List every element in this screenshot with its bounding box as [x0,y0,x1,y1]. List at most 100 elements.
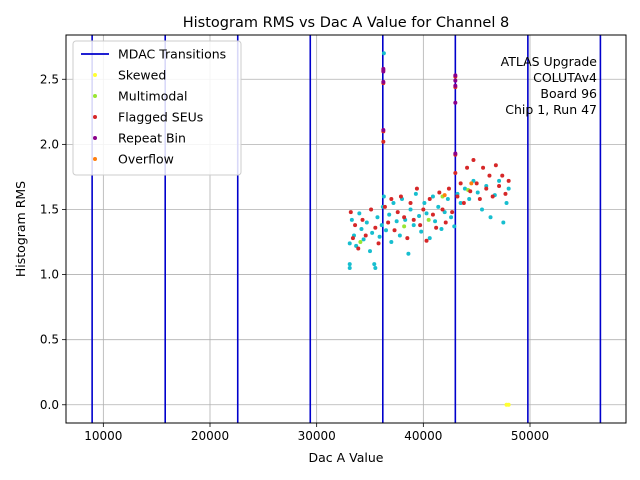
data-point [453,73,458,78]
data-point [427,197,432,202]
data-point [427,236,432,241]
x-tick-label: 50000 [511,429,549,443]
legend-entry: MDAC Transitions [81,47,226,62]
legend-label: Multimodal [118,89,187,104]
data-point [453,100,458,105]
data-point [474,181,479,186]
data-point [395,210,400,215]
data-point [458,181,463,186]
legend: MDAC Transitions Skewed Multimodal Flagged … [72,40,242,176]
data-point [433,219,438,224]
data-point [353,223,358,228]
data-point [381,51,386,56]
data-point [462,186,467,191]
data-point [450,210,455,215]
legend-label: MDAC Transitions [118,47,226,62]
data-point [487,173,492,178]
data-point [370,230,375,235]
data-point [381,194,386,199]
data-point [417,213,422,218]
data-point [348,210,353,215]
y-tick-label: 1.0 [40,268,59,282]
legend-label: Overflow [118,152,174,167]
data-point [490,194,495,199]
data-point [360,217,365,222]
series-multimodal [358,187,471,245]
legend-dot-swatch [93,157,97,161]
data-point [357,211,362,216]
legend-label: Skewed [118,68,166,83]
data-point [373,266,378,271]
legend-frame [72,40,242,176]
data-point [430,194,435,199]
y-tick-label: 0.5 [40,333,59,347]
data-point [500,173,505,178]
data-point [471,157,476,162]
data-point [477,197,482,202]
data-point [389,197,394,202]
data-point [406,251,411,256]
data-point [421,207,426,212]
data-point [430,212,435,217]
data-point [458,200,463,205]
data-point [372,262,377,267]
data-point [377,234,382,239]
annotation-line-2: COLUTAv4 [533,70,597,85]
series-overflow [442,181,474,198]
data-point [394,219,399,224]
y-axis-ticks: 0.0 0.5 1.0 1.5 2.0 2.5 [40,72,66,412]
legend-dot-swatch [93,136,97,140]
data-point [445,197,450,202]
legend-label: Repeat Bin [118,131,186,146]
data-point [506,178,511,183]
data-point [369,207,374,212]
data-point [364,220,369,225]
data-point [426,217,431,222]
data-point [414,186,419,191]
x-tick-label: 10000 [84,429,122,443]
data-point [411,217,416,222]
data-point [446,186,451,191]
data-point [437,190,442,195]
plot-frame [65,34,627,424]
data-point [375,215,380,220]
data-point [497,178,502,183]
data-point [504,200,509,205]
data-point [484,186,489,191]
data-point [488,215,493,220]
data-point [506,186,511,191]
data-point [368,249,372,254]
annotation-line-1: ATLAS Upgrade [501,54,598,69]
data-point [373,225,378,230]
data-point [434,225,439,230]
data-point [398,194,403,199]
data-point [350,236,355,241]
data-point [386,220,391,225]
data-point [424,211,429,216]
data-point [408,200,413,205]
x-axis-label: Dac A Value [309,450,384,465]
data-point [501,220,506,225]
data-point [381,139,386,144]
data-point [481,165,486,170]
data-point [461,200,466,205]
data-point [347,266,352,271]
data-point [347,262,352,267]
data-point [424,238,429,243]
data-point [349,217,354,222]
series-data [347,51,511,271]
legend-entry: Multimodal [93,89,187,104]
chart-title: Histogram RMS vs Dac A Value for Channel… [183,15,509,31]
legend-entry: Flagged SEUs [93,110,203,125]
data-point [422,200,427,205]
legend-entry: Skewed [93,68,166,83]
data-point [442,193,447,198]
data-point [384,228,388,233]
data-point [453,171,458,176]
data-point [480,207,484,212]
data-point [465,165,470,170]
x-tick-label: 40000 [404,429,442,443]
data-point [436,204,441,209]
data-point [402,224,407,229]
data-point [379,223,384,228]
